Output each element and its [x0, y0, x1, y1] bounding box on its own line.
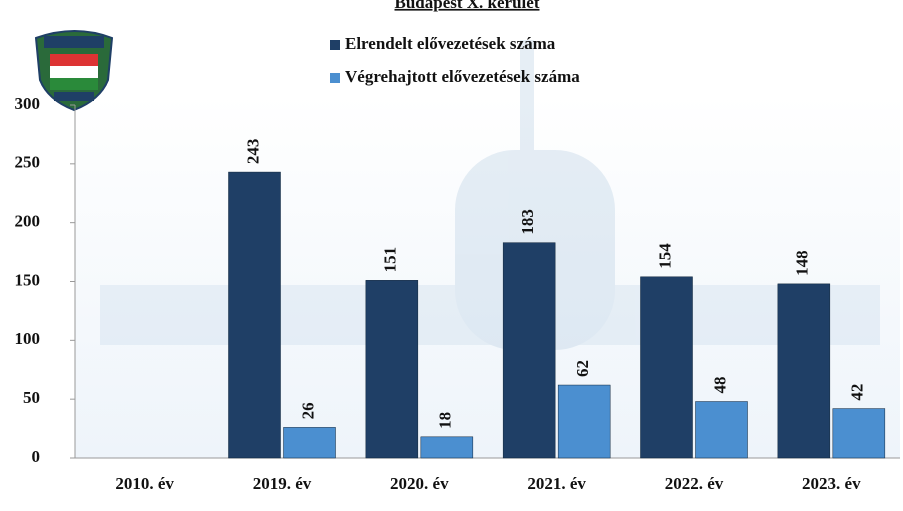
plot-background	[75, 95, 900, 458]
bar	[640, 276, 693, 459]
legend-swatch	[330, 73, 340, 83]
y-tick-label: 150	[15, 270, 41, 289]
data-label: 26	[298, 402, 317, 419]
bar	[420, 436, 474, 459]
y-tick-label: 200	[15, 212, 41, 231]
data-label: 243	[243, 139, 262, 165]
data-label: 18	[436, 412, 455, 429]
legend-label: Végrehajtott elővezetések száma	[345, 67, 580, 86]
data-label: 48	[710, 377, 729, 394]
bar	[365, 280, 419, 459]
y-tick-label: 0	[32, 447, 41, 466]
chart-title: Budapest X. kerület	[395, 0, 540, 12]
y-tick-label: 100	[15, 329, 41, 348]
legend-label: Elrendelt elővezetések száma	[345, 34, 556, 53]
bar	[283, 427, 336, 459]
data-label: 148	[793, 250, 812, 276]
x-tick-label: 2019. év	[253, 474, 312, 493]
data-label: 151	[381, 247, 400, 273]
police-logo	[34, 30, 114, 112]
x-tick-label: 2010. év	[115, 474, 174, 493]
bar	[695, 401, 748, 459]
y-tick-label: 250	[15, 153, 41, 172]
data-label: 154	[655, 243, 674, 269]
x-tick-label: 2021. év	[527, 474, 586, 493]
data-label: 62	[573, 360, 592, 377]
bar	[228, 171, 281, 459]
y-tick-label: 50	[23, 388, 40, 407]
bar	[777, 283, 831, 459]
x-tick-label: 2022. év	[665, 474, 724, 493]
x-tick-label: 2023. év	[802, 474, 861, 493]
y-tick-label: 300	[15, 94, 41, 113]
x-tick-label: 2020. év	[390, 474, 449, 493]
bar	[502, 242, 556, 459]
bar	[832, 408, 886, 459]
data-label: 42	[848, 384, 867, 401]
data-label: 183	[518, 209, 537, 235]
legend-swatch	[330, 40, 340, 50]
bar	[557, 384, 611, 459]
